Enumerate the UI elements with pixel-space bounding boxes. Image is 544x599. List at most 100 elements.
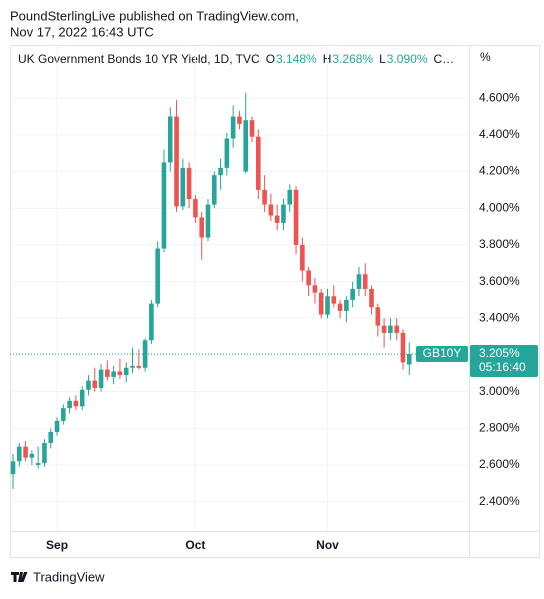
candle-body bbox=[136, 365, 142, 368]
y-tick-label: 4.000% bbox=[479, 200, 520, 214]
legend: UK Government Bonds 10 YR Yield, 1D, TVC… bbox=[18, 52, 454, 66]
y-tick-label: 3.400% bbox=[479, 310, 520, 324]
symbol-label: GB10Y bbox=[423, 346, 462, 360]
brand-logo bbox=[11, 572, 28, 582]
candle-body bbox=[174, 116, 179, 207]
candle-body bbox=[281, 204, 286, 223]
price-label: 3.205% bbox=[479, 346, 520, 360]
candle-body bbox=[186, 167, 192, 200]
candle-body bbox=[180, 167, 186, 207]
candle-body bbox=[369, 288, 374, 308]
axis-unit: % bbox=[480, 50, 491, 64]
candle-body bbox=[54, 420, 60, 432]
candle-body bbox=[155, 248, 160, 304]
grid bbox=[10, 45, 469, 531]
candle-body bbox=[237, 116, 242, 124]
candle-body bbox=[161, 162, 167, 249]
timestamp: Nov 17, 2022 16:43 UTC bbox=[10, 24, 154, 39]
candle-body bbox=[130, 365, 135, 368]
candle-body bbox=[92, 380, 98, 388]
y-tick-label: 2.800% bbox=[479, 420, 520, 434]
candle-body bbox=[211, 175, 217, 205]
symbol-tag bbox=[416, 346, 468, 363]
candle-body bbox=[300, 244, 305, 271]
candle-body bbox=[35, 463, 41, 465]
candle-body bbox=[375, 307, 381, 326]
candle-body bbox=[337, 303, 343, 311]
candle-body bbox=[274, 215, 280, 223]
candle-body bbox=[73, 400, 79, 407]
candle-body bbox=[167, 116, 173, 163]
candle-body bbox=[388, 325, 393, 333]
candle-body bbox=[224, 138, 230, 168]
countdown-label: 05:16:40 bbox=[479, 360, 526, 374]
candle-body bbox=[123, 367, 129, 376]
price-tag bbox=[470, 345, 538, 378]
candle-body bbox=[117, 371, 123, 376]
axes: 2.400%2.600%2.800%3.000%3.200%3.400%3.60… bbox=[46, 90, 538, 552]
candle-body bbox=[42, 442, 47, 464]
candle-body bbox=[331, 296, 337, 304]
candle-body bbox=[23, 446, 28, 458]
candle-body bbox=[218, 167, 223, 176]
y-tick-label: 4.600% bbox=[479, 90, 520, 104]
candle-body bbox=[61, 408, 66, 421]
candle-body bbox=[149, 303, 154, 341]
candle-body bbox=[400, 332, 406, 363]
candle-body bbox=[105, 369, 110, 377]
legend-value: 3.148% bbox=[276, 52, 317, 66]
candle-body bbox=[262, 189, 267, 205]
candle-body bbox=[111, 371, 116, 377]
publisher: PoundSterlingLive published on TradingVi… bbox=[10, 8, 299, 23]
candle-body bbox=[243, 120, 249, 172]
x-tick-label: Sep bbox=[46, 538, 68, 552]
y-tick-label: 2.600% bbox=[479, 457, 520, 471]
candle-body bbox=[98, 369, 104, 388]
candle-body bbox=[312, 285, 318, 293]
candle-body bbox=[193, 199, 198, 218]
candle-body bbox=[325, 296, 330, 315]
candle-body bbox=[79, 389, 85, 407]
candle-body bbox=[205, 204, 211, 238]
candle-body bbox=[86, 380, 91, 390]
y-tick-label: 3.600% bbox=[479, 274, 520, 288]
candle-body bbox=[394, 325, 399, 333]
legend-value: 3.268% bbox=[332, 52, 373, 66]
candle-body bbox=[268, 204, 274, 216]
candle-body bbox=[356, 274, 362, 289]
candle-body bbox=[230, 116, 236, 139]
x-tick-label: Nov bbox=[316, 538, 339, 552]
brand: TradingView bbox=[33, 569, 105, 584]
candles bbox=[10, 92, 469, 489]
candle-body bbox=[48, 431, 54, 443]
y-tick-label: 2.400% bbox=[479, 494, 520, 508]
candle-body bbox=[318, 292, 324, 315]
candle-body bbox=[381, 325, 387, 333]
legend-key: L bbox=[379, 52, 386, 66]
candle-body bbox=[344, 299, 349, 311]
candle-body bbox=[256, 136, 261, 190]
y-tick-label: 4.400% bbox=[479, 127, 520, 141]
y-tick-label: 3.800% bbox=[479, 237, 520, 251]
candle-body bbox=[362, 274, 368, 289]
candle-body bbox=[199, 217, 204, 238]
candle-body bbox=[249, 120, 255, 137]
chart-frame bbox=[10, 45, 540, 558]
y-tick-label: 3.000% bbox=[479, 384, 520, 398]
legend-value: 3.090% bbox=[387, 52, 428, 66]
candle-body bbox=[287, 189, 293, 205]
chart-title: UK Government Bonds 10 YR Yield, 1D, TVC bbox=[18, 52, 260, 66]
candle-body bbox=[10, 461, 16, 475]
candle-body bbox=[306, 270, 311, 286]
x-tick-label: Oct bbox=[185, 538, 205, 552]
candle-body bbox=[406, 354, 412, 365]
candle-body bbox=[350, 288, 355, 300]
candle-body bbox=[29, 453, 35, 458]
candle-body bbox=[16, 446, 22, 462]
legend-key: O bbox=[266, 52, 275, 66]
legend-key: C… bbox=[434, 52, 455, 66]
y-tick-label: 4.200% bbox=[479, 164, 520, 178]
candle-body bbox=[293, 189, 299, 245]
